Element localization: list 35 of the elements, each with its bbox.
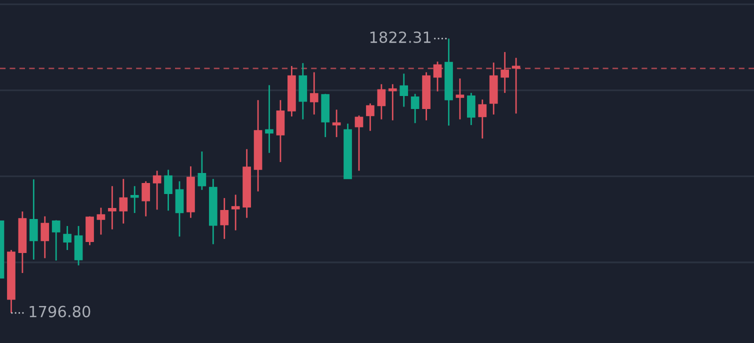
candlestick	[388, 83, 397, 122]
candlestick	[142, 180, 150, 218]
candlestick	[130, 185, 139, 214]
candlestick	[265, 84, 274, 154]
candlestick	[108, 185, 116, 230]
annotation: 1796.80	[30, 306, 90, 318]
candlestick	[310, 72, 318, 116]
candlestick	[198, 150, 206, 191]
candlestick	[433, 60, 442, 92]
candlestick	[410, 93, 420, 124]
candlestick	[29, 178, 38, 260]
candlestick	[500, 51, 510, 94]
candlestick	[478, 98, 487, 140]
candlestick	[52, 220, 60, 262]
candlestick	[74, 225, 83, 266]
candlestick	[175, 180, 184, 238]
candlestick	[366, 102, 374, 132]
candlestick	[40, 216, 50, 259]
candlestick	[276, 99, 285, 163]
annotation: 1822.31	[370, 31, 431, 44]
candlestick	[63, 225, 72, 251]
candlestick	[400, 72, 408, 108]
candlestick	[152, 170, 162, 210]
candlestick	[96, 207, 106, 236]
candlestick	[377, 83, 386, 120]
candlestick	[231, 194, 240, 232]
candlestick	[164, 169, 172, 212]
candlestick	[86, 216, 94, 246]
candlestick	[467, 92, 476, 126]
candlestick	[456, 78, 464, 120]
candlestick	[220, 197, 229, 240]
candlestick	[332, 108, 341, 138]
candlestick	[512, 57, 520, 114]
candlestick	[354, 114, 364, 172]
candlestick	[119, 178, 128, 224]
